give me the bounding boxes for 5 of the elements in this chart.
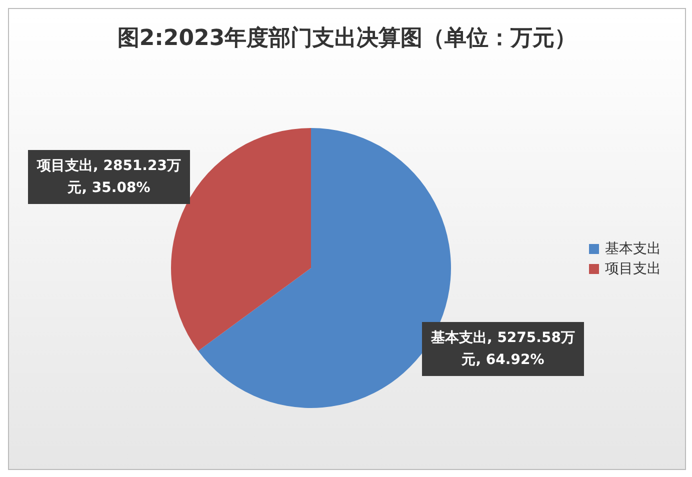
data-label: 项目支出, 2851.23万元, 35.08%	[28, 150, 190, 204]
chart-title: 图2:2023年度部门支出决算图（单位：万元）	[116, 24, 578, 53]
legend-label: 项目支出	[605, 260, 661, 279]
data-label: 基本支出, 5275.58万元, 64.92%	[422, 322, 584, 376]
legend-label: 基本支出	[605, 240, 661, 259]
